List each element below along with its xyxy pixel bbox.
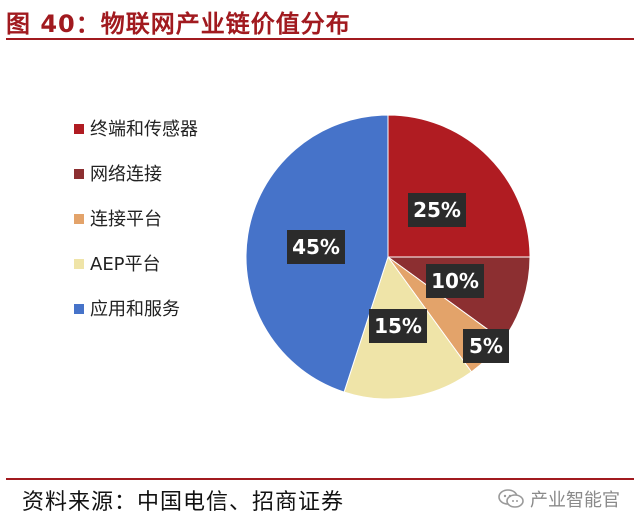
- pie-slice: [387, 114, 531, 258]
- figure-title: 图 40：物联网产业链价值分布: [6, 10, 351, 38]
- data-label-box: [408, 193, 466, 227]
- source-rule: [6, 478, 634, 480]
- data-label: 5%: [469, 334, 503, 358]
- legend-swatch: [74, 214, 84, 224]
- data-label-box: [426, 264, 484, 298]
- title-rule: [6, 38, 634, 40]
- data-label-box: [369, 309, 427, 343]
- legend-swatch: [74, 169, 84, 179]
- data-label-box: [463, 329, 509, 363]
- watermark: 产业智能官: [498, 486, 620, 512]
- watermark-text: 产业智能官: [530, 490, 620, 511]
- data-labels: 25% 10% 5% 15% 45%: [287, 193, 509, 363]
- legend-label: AEP平台: [90, 254, 161, 275]
- legend-label: 网络连接: [90, 164, 162, 185]
- source-note: 资料来源：中国电信、招商证券: [22, 490, 345, 515]
- data-label: 15%: [374, 314, 422, 338]
- legend-label: 连接平台: [90, 209, 162, 230]
- legend-label: 终端和传感器: [90, 119, 198, 140]
- wechat-icon: [498, 489, 524, 508]
- legend-label: 应用和服务: [90, 299, 180, 320]
- data-label-box: [287, 230, 345, 264]
- data-label: 10%: [431, 269, 479, 293]
- legend-swatch: [74, 124, 84, 134]
- legend-swatch: [74, 304, 84, 314]
- data-label: 45%: [292, 235, 340, 259]
- data-label: 25%: [413, 198, 461, 222]
- legend-swatch: [74, 259, 84, 269]
